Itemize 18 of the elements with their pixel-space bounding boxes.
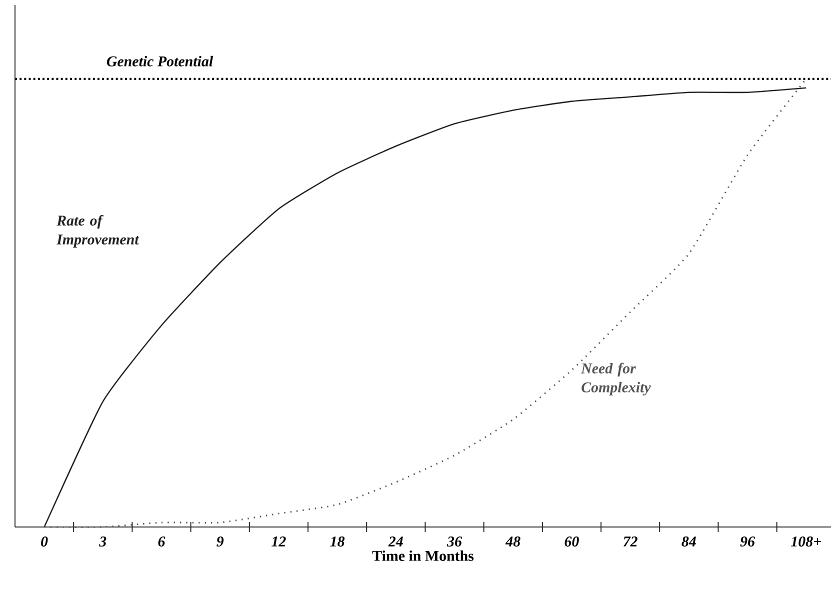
x-tick-label: 12 [272, 536, 286, 546]
x-tick-label: 108+ [790, 536, 821, 547]
x-tick-label: 48 [505, 536, 520, 547]
x-tick-label: 72 [623, 536, 638, 546]
x-tick-label: 96 [740, 536, 755, 547]
x-tick-label: 84 [682, 536, 696, 547]
x-axis-title: Time in Months [372, 550, 474, 561]
ref-line-label: Genetic Potential [106, 56, 214, 66]
x-tick-label: 18 [330, 536, 345, 547]
text: Rate of Improvement [56, 214, 140, 248]
x-tick-label: 3 [99, 536, 106, 547]
x-tick-label: 0 [41, 536, 48, 547]
x-tick-label: 60 [564, 536, 579, 547]
x-tick-label: 9 [216, 536, 224, 547]
series-label: Need for Complexity [580, 362, 651, 396]
x-tick-label: 36 [446, 536, 462, 547]
x-tick-label: 6 [158, 536, 166, 547]
x-tick-label: 24 [388, 536, 403, 546]
